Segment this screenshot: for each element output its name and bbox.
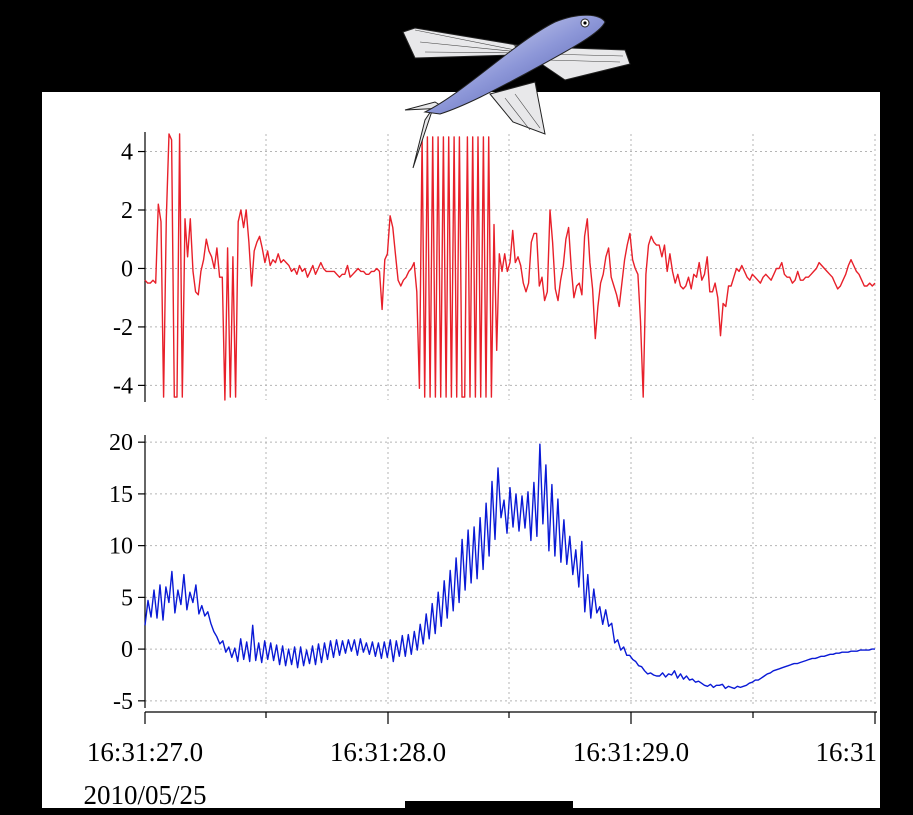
top-chart: 4 2 0 -2 -4 (113, 132, 876, 402)
x-tick-label: 16:31:27.0 (87, 737, 203, 767)
y-tick-label: 10 (109, 534, 133, 560)
x-axis: 16:31:27.0 16:31:28.0 16:31:29.0 16:31 2010/… (83, 711, 877, 810)
series-line (144, 443, 875, 690)
flying-fish-logo-icon (402, 14, 631, 169)
series-line (144, 133, 876, 401)
y-tick-label: -2 (113, 315, 133, 341)
y-tick-label: 15 (109, 482, 133, 508)
y-tick-label: 5 (121, 585, 133, 611)
x-date-sublabel: 2010/05/25 (83, 780, 206, 810)
y-tick-label: 0 (121, 256, 133, 282)
bottom-notch (405, 801, 573, 815)
y-tick-label: 20 (109, 430, 133, 456)
y-tick-label: 0 (121, 637, 133, 663)
y-tick-label: 4 (121, 140, 133, 166)
x-tick-label: 16:31:29.0 (573, 737, 689, 767)
x-tick-label: 16:31:28.0 (330, 737, 446, 767)
y-tick-label: -4 (113, 373, 133, 399)
y-tick-label: -5 (113, 689, 133, 715)
y-tick-label: 2 (121, 198, 133, 224)
x-tick-label: 16:31 (815, 737, 877, 767)
chart-panel (42, 92, 880, 808)
bottom-chart: 20 15 10 5 0 -5 (109, 430, 876, 715)
